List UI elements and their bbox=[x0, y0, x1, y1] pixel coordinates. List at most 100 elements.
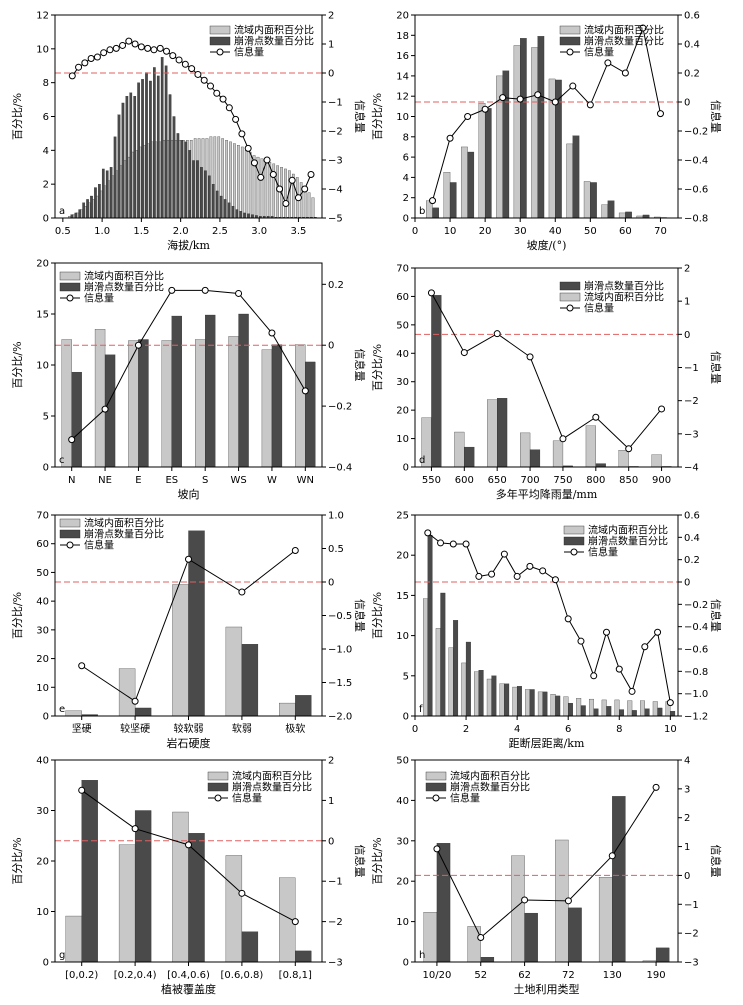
legend-label-d-1: 流域内面积百分比 bbox=[584, 291, 664, 304]
y2-tick-label-a-2: −3 bbox=[328, 156, 343, 167]
legend-swatch-g-1 bbox=[207, 782, 229, 792]
info-point-a-13 bbox=[150, 46, 158, 54]
y2-tick-label-b-1: −0.6 bbox=[684, 185, 708, 196]
bar-c-s1-6 bbox=[271, 344, 283, 468]
bar-f-s0-2 bbox=[448, 647, 454, 717]
legend-swatch-h-1 bbox=[425, 782, 447, 792]
info-line-d bbox=[431, 292, 662, 450]
info-point-a-32 bbox=[269, 171, 277, 178]
info-point-a-14 bbox=[156, 44, 164, 52]
legend-marker-b bbox=[566, 48, 574, 56]
bar-a-s1-26 bbox=[172, 116, 176, 219]
info-point-a-22 bbox=[206, 82, 214, 90]
info-point-h-2 bbox=[521, 896, 529, 904]
y2-tick-label-h-7: 4 bbox=[684, 756, 690, 767]
chart-panel-f: 0 2 4 6 8 10 0 5 10 15 20 25 −1.2 −1.0 −0.8 −0.6 −0.4 −0.… bbox=[371, 511, 723, 751]
y-axis-title-h: 百分比/% bbox=[371, 837, 384, 884]
y-tick-label-e-5: 50 bbox=[36, 568, 49, 579]
info-point-a-10 bbox=[131, 40, 139, 48]
info-point-a-17 bbox=[175, 56, 183, 64]
bar-a-s1-17 bbox=[137, 82, 140, 219]
info-point-b-12 bbox=[639, 24, 647, 32]
legend-label-g-2: 信息量 bbox=[232, 792, 262, 805]
x-tick-label-c-4: S bbox=[202, 475, 208, 486]
bar-b-s0-9 bbox=[583, 181, 591, 219]
bar-b-s1-2 bbox=[467, 151, 475, 219]
y-tick-label-d-4: 40 bbox=[396, 349, 409, 360]
legend-swatch-g-0 bbox=[207, 771, 229, 781]
x-tick-label-b-2: 20 bbox=[479, 226, 492, 237]
y-axis-title-f: 百分比/% bbox=[371, 592, 384, 639]
bar-b-s1-1 bbox=[449, 182, 457, 219]
bar-a-s1-19 bbox=[145, 72, 148, 219]
y2-axis-title-h: 信息量 bbox=[709, 845, 723, 878]
info-point-e-0 bbox=[78, 662, 86, 670]
legend-label-c-1: 崩滑点数量百分比 bbox=[84, 281, 164, 294]
y-tick-label-d-1: 10 bbox=[396, 434, 409, 445]
y2-tick-label-h-6: 3 bbox=[684, 784, 690, 795]
bar-a-s1-4 bbox=[86, 199, 89, 219]
legend-label-e-2: 信息量 bbox=[84, 539, 114, 552]
x-tick-label-h-1: 52 bbox=[474, 970, 487, 981]
bar-a-s1-38 bbox=[219, 195, 223, 219]
info-point-a-24 bbox=[219, 95, 227, 103]
bar-b-s1-6 bbox=[537, 36, 545, 219]
bar-a-s1-13 bbox=[121, 102, 125, 219]
legend-label-a-2: 信息量 bbox=[234, 46, 264, 59]
y2-axis-title-d: 信息量 bbox=[709, 351, 723, 384]
bar-f-s0-0 bbox=[423, 598, 428, 717]
y-tick-label-e-2: 20 bbox=[36, 654, 49, 665]
y2-tick-label-d-4: 0 bbox=[684, 330, 690, 341]
y2-tick-label-b-0: −0.8 bbox=[684, 214, 708, 225]
y2-tick-label-f-5: −0.2 bbox=[684, 600, 708, 611]
bar-d-s0-1 bbox=[454, 431, 465, 468]
chart-panel-b: 0 10 20 30 40 50 60 70 0 2 4 6 8 10 12 14 16 18 20 −0.8 −0.6… bbox=[371, 11, 723, 253]
info-point-g-3 bbox=[238, 889, 246, 897]
info-point-c-2 bbox=[134, 341, 142, 349]
legend-label-b-0: 流域内面积百分比 bbox=[584, 24, 664, 37]
x-tick-label-d-5: 800 bbox=[586, 475, 605, 486]
y-tick-label-c-2: 10 bbox=[36, 361, 49, 372]
y2-tick-label-f-7: 0.2 bbox=[684, 555, 700, 566]
x-tick-label-g-1: [0.2,0.4) bbox=[114, 970, 157, 981]
legend-label-a-1: 崩滑点数量百分比 bbox=[234, 35, 314, 48]
panel-label-f: f bbox=[419, 704, 423, 715]
x-tick-label-c-6: W bbox=[267, 475, 277, 486]
y-tick-label-b-3: 6 bbox=[403, 153, 409, 164]
bar-f-s1-18 bbox=[657, 707, 663, 717]
info-point-a-1 bbox=[75, 63, 83, 71]
y2-tick-label-f-0: −1.2 bbox=[684, 712, 708, 723]
bar-e-s0-4 bbox=[279, 702, 296, 717]
bar-f-s0-16 bbox=[627, 700, 633, 717]
bar-a-s1-12 bbox=[117, 114, 121, 219]
y2-tick-label-g-4: 1 bbox=[328, 796, 334, 807]
info-point-f-15 bbox=[615, 665, 623, 673]
x-tick-label-f-1: 2 bbox=[463, 724, 469, 735]
info-point-f-2 bbox=[449, 540, 457, 548]
bar-h-s0-1 bbox=[467, 926, 481, 963]
x-tick-label-f-3: 6 bbox=[565, 724, 571, 735]
info-point-a-4 bbox=[93, 53, 101, 61]
x-tick-label-d-0: 550 bbox=[422, 475, 441, 486]
y2-tick-label-c-2: 0 bbox=[328, 341, 334, 352]
y-axis-title-d: 百分比/% bbox=[371, 344, 384, 391]
y-tick-label-b-7: 14 bbox=[396, 71, 409, 82]
bar-f-s1-5 bbox=[491, 675, 497, 717]
info-point-a-36 bbox=[294, 194, 302, 202]
y-tick-label-a-2: 4 bbox=[43, 146, 49, 157]
y2-tick-label-e-0: −2.0 bbox=[328, 712, 352, 723]
info-point-c-5 bbox=[235, 289, 243, 297]
bar-f-s1-4 bbox=[478, 670, 484, 717]
info-point-f-17 bbox=[641, 643, 649, 651]
x-tick-label-a-3: 2.0 bbox=[173, 226, 189, 237]
x-tick-label-h-4: 130 bbox=[603, 970, 622, 981]
info-point-h-0 bbox=[433, 845, 441, 853]
info-point-c-6 bbox=[268, 329, 276, 337]
bar-a-s1-0 bbox=[70, 214, 74, 219]
y2-tick-label-g-3: 0 bbox=[328, 836, 334, 847]
bar-a-s1-36 bbox=[211, 184, 215, 219]
y2-tick-label-d-6: 2 bbox=[684, 264, 690, 275]
y-tick-label-h-5: 50 bbox=[396, 756, 409, 767]
y2-tick-label-h-1: −2 bbox=[684, 929, 699, 940]
bar-a-s1-6 bbox=[94, 187, 97, 219]
